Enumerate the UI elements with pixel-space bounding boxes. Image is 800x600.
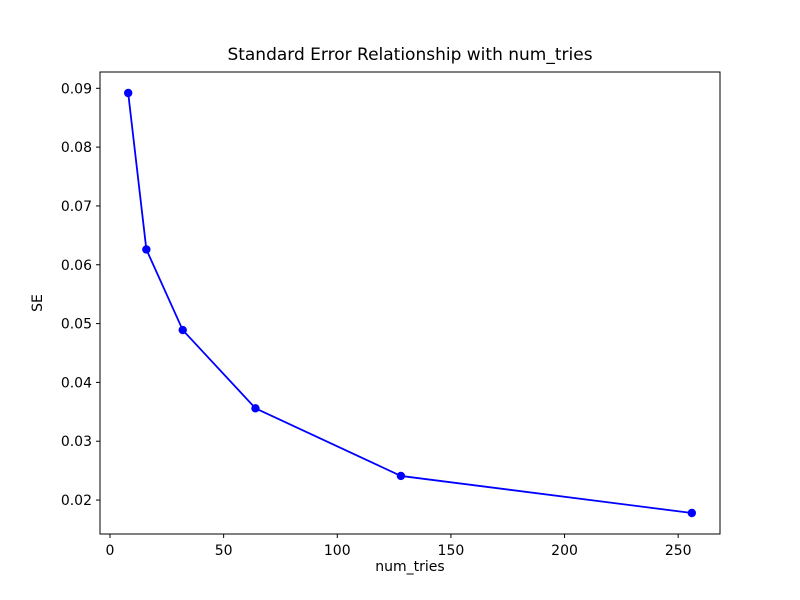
data-point	[687, 508, 697, 518]
x-tick-label: 150	[438, 543, 465, 559]
chart-title: Standard Error Relationship with num_tri…	[227, 45, 593, 65]
y-tick-label: 0.09	[61, 81, 92, 97]
data-point	[251, 404, 260, 413]
data-point	[123, 88, 133, 98]
axis-ticks: 0 50 100 150 200 250 0.02 0.03 0.04 0.05 0.06 0.07 0…	[61, 81, 692, 559]
x-tick-label: 0	[106, 543, 115, 559]
y-tick-label: 0.05	[61, 317, 92, 333]
x-tick-label: 200	[551, 543, 578, 559]
series-line	[127, 92, 692, 514]
y-tick-label: 0.02	[61, 493, 92, 509]
axes-border	[99, 71, 721, 535]
data-point	[396, 471, 406, 481]
data-point	[142, 245, 151, 254]
y-tick-label: 0.06	[61, 258, 92, 274]
x-tick-label: 50	[215, 543, 233, 559]
y-tick-label: 0.04	[61, 375, 92, 391]
y-tick-label: 0.07	[61, 199, 92, 215]
x-tick-label: 100	[324, 543, 351, 559]
x-tick-label: 250	[665, 543, 692, 559]
y-tick-label: 0.08	[61, 140, 92, 156]
y-tick-label: 0.03	[61, 434, 92, 450]
x-axis-label: num_tries	[375, 559, 445, 575]
line-series	[123, 88, 697, 518]
data-point	[178, 325, 187, 335]
